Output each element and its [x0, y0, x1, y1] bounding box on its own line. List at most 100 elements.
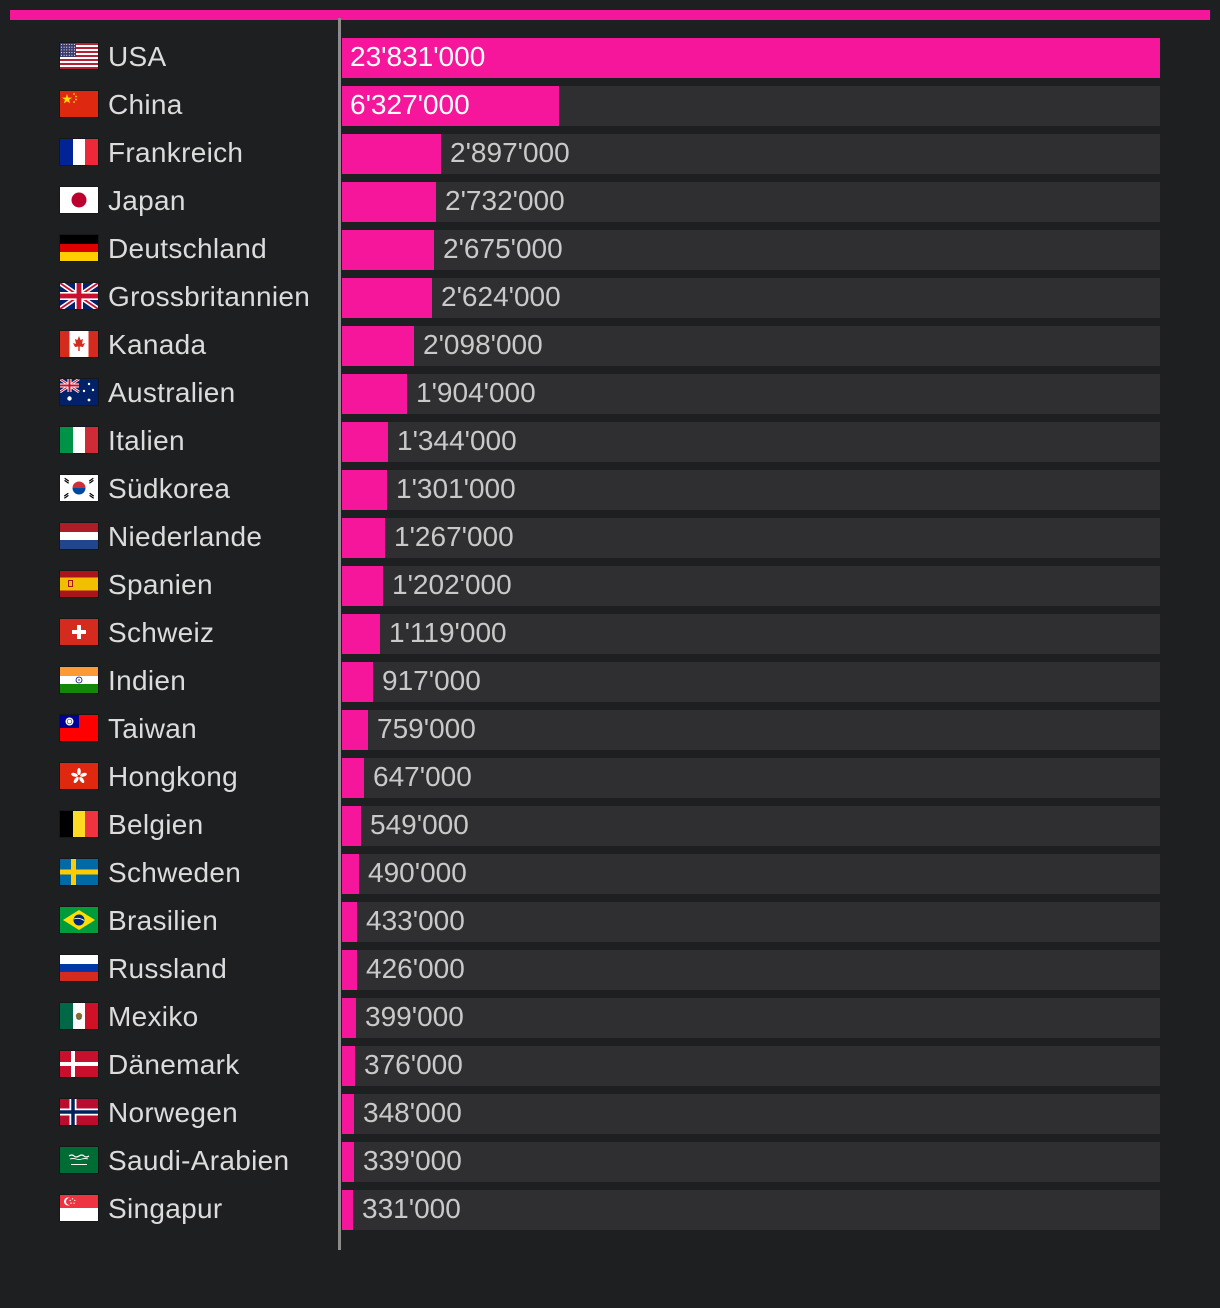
- bar: [342, 422, 388, 462]
- bar-track: 426'000: [342, 950, 1160, 990]
- value-label: 433'000: [366, 905, 465, 936]
- sg-flag-icon: [60, 1195, 98, 1221]
- country-label: Indien: [108, 665, 187, 696]
- country-label: China: [108, 89, 183, 120]
- bar-track: 1'301'000: [342, 470, 1160, 510]
- sa-flag-icon: [60, 1147, 98, 1173]
- country-label: Mexiko: [108, 1001, 199, 1032]
- bar-track: 1'202'000: [342, 566, 1160, 606]
- in-flag-icon: [60, 667, 98, 693]
- country-label: Kanada: [108, 329, 207, 360]
- country-label: Schweden: [108, 857, 242, 888]
- bar: [342, 710, 368, 750]
- bar-track: 1'267'000: [342, 518, 1160, 558]
- bar: [342, 230, 434, 270]
- bar-track: 490'000: [342, 854, 1160, 894]
- ca-flag-icon: [60, 331, 98, 357]
- country-label: USA: [108, 41, 167, 72]
- mx-flag-icon: [60, 1003, 98, 1029]
- country-label: Australien: [108, 377, 236, 408]
- bar: [342, 38, 1160, 78]
- bar-row: Deutschland 2'675'000: [0, 230, 1220, 270]
- bar-row: Singapur 331'000: [0, 1190, 1220, 1230]
- dk-flag-icon: [60, 1051, 98, 1077]
- bar-row: Dänemark 376'000: [0, 1046, 1220, 1086]
- bar: [342, 134, 441, 174]
- value-label: 399'000: [365, 1001, 464, 1032]
- value-label: 6'327'000: [350, 89, 470, 120]
- bar: [342, 902, 357, 942]
- value-label: 2'897'000: [450, 137, 570, 168]
- value-label: 331'000: [362, 1193, 461, 1224]
- value-label: 1'344'000: [397, 425, 517, 456]
- bar: [342, 326, 414, 366]
- value-label: 23'831'000: [350, 41, 486, 72]
- axis-line: [338, 18, 341, 1250]
- bar-row: Hongkong 647'000: [0, 758, 1220, 798]
- no-flag-icon: [60, 1099, 98, 1125]
- bar-track: 647'000: [342, 758, 1160, 798]
- cn-flag-icon: [60, 91, 98, 117]
- value-label: 339'000: [363, 1145, 462, 1176]
- au-flag-icon: [60, 379, 98, 405]
- gb-flag-icon: [60, 283, 98, 309]
- value-label: 490'000: [368, 857, 467, 888]
- bar-row: Frankreich 2'897'000: [0, 134, 1220, 174]
- it-flag-icon: [60, 427, 98, 453]
- bar: [342, 998, 356, 1038]
- value-label: 759'000: [377, 713, 476, 744]
- bar-row: Südkorea 1'301'000: [0, 470, 1220, 510]
- value-label: 1'202'000: [392, 569, 512, 600]
- bar-track: 376'000: [342, 1046, 1160, 1086]
- bar-track: 759'000: [342, 710, 1160, 750]
- bar: [342, 614, 380, 654]
- bar: [342, 758, 364, 798]
- kr-flag-icon: [60, 475, 98, 501]
- es-flag-icon: [60, 571, 98, 597]
- country-label: Italien: [108, 425, 185, 456]
- bar: [342, 950, 357, 990]
- se-flag-icon: [60, 859, 98, 885]
- country-label: Brasilien: [108, 905, 219, 936]
- bar: [342, 86, 559, 126]
- value-label: 2'675'000: [443, 233, 563, 264]
- bar: [342, 470, 387, 510]
- bar-track: 549'000: [342, 806, 1160, 846]
- bar-track: 1'344'000: [342, 422, 1160, 462]
- country-label: Saudi-Arabien: [108, 1145, 290, 1176]
- country-label: Südkorea: [108, 473, 231, 504]
- value-label: 1'119'000: [389, 617, 507, 648]
- bar-row: Saudi-Arabien 339'000: [0, 1142, 1220, 1182]
- bar: [342, 854, 359, 894]
- bar: [342, 374, 407, 414]
- bar-row: Norwegen 348'000: [0, 1094, 1220, 1134]
- bar: [342, 1094, 354, 1134]
- bar-track: 348'000: [342, 1094, 1160, 1134]
- value-label: 1'904'000: [416, 377, 536, 408]
- br-flag-icon: [60, 907, 98, 933]
- bar-row: Russland 426'000: [0, 950, 1220, 990]
- value-label: 647'000: [373, 761, 472, 792]
- bar: [342, 1190, 353, 1230]
- value-label: 917'000: [382, 665, 481, 696]
- value-label: 1'267'000: [394, 521, 514, 552]
- bar-row: Kanada 2'098'000: [0, 326, 1220, 366]
- ru-flag-icon: [60, 955, 98, 981]
- fr-flag-icon: [60, 139, 98, 165]
- bar-track: 1'119'000: [342, 614, 1160, 654]
- top-accent-bar: [10, 10, 1210, 20]
- value-label: 2'098'000: [423, 329, 543, 360]
- bar-row: Australien 1'904'000: [0, 374, 1220, 414]
- bar-row: Belgien 549'000: [0, 806, 1220, 846]
- value-label: 426'000: [366, 953, 465, 984]
- bar-track: 2'732'000: [342, 182, 1160, 222]
- bar-track: 2'624'000: [342, 278, 1160, 318]
- bar-row: China 6'327'000: [0, 86, 1220, 126]
- bar-track: 6'327'000: [342, 86, 1160, 126]
- nl-flag-icon: [60, 523, 98, 549]
- bar: [342, 806, 361, 846]
- tw-flag-icon: [60, 715, 98, 741]
- country-label: Schweiz: [108, 617, 215, 648]
- bar-row: Mexiko 399'000: [0, 998, 1220, 1038]
- country-label: Deutschland: [108, 233, 267, 264]
